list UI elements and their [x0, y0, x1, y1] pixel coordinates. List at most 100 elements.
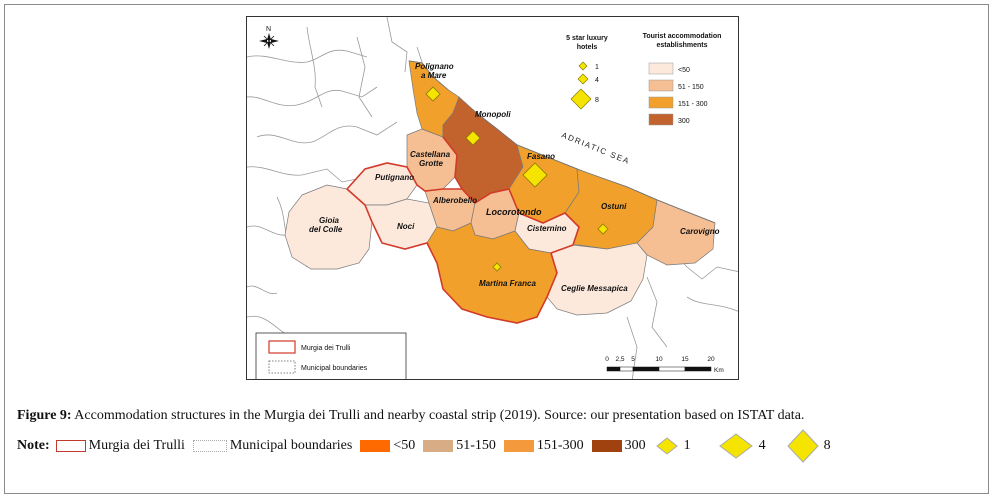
hotels-legend-marker-1: [578, 61, 588, 71]
hotels-legend-label-1: 1: [595, 64, 599, 71]
note-murgia-label: Murgia dei Trulli: [88, 438, 185, 453]
accommodation-legend-title: Tourist accommodation establishments: [643, 33, 722, 49]
note-diamond-label-4: 4: [758, 438, 766, 453]
figure-frame: [4, 4, 989, 494]
accommodation-swatch-151-300: [648, 96, 674, 109]
hotels-legend-marker-4: [577, 73, 589, 85]
scale-segment: [684, 366, 712, 372]
hotels-legend-title: 5 star luxury hotels: [566, 35, 608, 51]
place-label-monopoli: Monopoli: [475, 110, 511, 119]
hotels-legend-marker-8: [570, 88, 592, 110]
note-diamond-medium: [718, 433, 753, 459]
outline: [247, 225, 288, 236]
place-label-putignano: Putignano: [375, 173, 414, 182]
compass-n: [267, 33, 271, 40]
map-panel: Polignano a Mare Monopoli Castellana Grott…: [246, 16, 739, 380]
place-label-castellana: Castellana Grotte: [410, 150, 451, 168]
hotels-legend-label-4: 4: [595, 77, 599, 84]
outline: [256, 121, 398, 144]
scale-tick-label: 0: [605, 356, 609, 363]
scale-unit: Km: [714, 367, 724, 374]
hotel-marker-ostuni: [597, 223, 609, 235]
region-ostuni: [564, 168, 658, 250]
place-label-martina: Martina Franca: [479, 279, 536, 288]
note-municipal-swatch: [192, 440, 227, 452]
place-label-alberobello: Alberobello: [432, 196, 477, 205]
place-label-locorotondo: Locorotondo: [486, 207, 542, 217]
scale-segment: [658, 366, 686, 372]
hotel-marker-polignano: [425, 86, 441, 102]
legend-title-line: hotels: [577, 44, 598, 51]
scale-segment: [606, 366, 621, 372]
caption-label: Figure 9:: [17, 408, 72, 423]
place-label-cisternino: Cisternino: [527, 224, 567, 233]
sea-label: ADRIATIC SEA: [560, 131, 631, 167]
scale-segment: [619, 366, 634, 372]
legend-title-line: 5 star luxury: [566, 35, 608, 42]
place-label-gioia: Gioia del Colle: [309, 216, 343, 234]
boundary-legend-municipal-swatch: [268, 360, 296, 374]
place-label-line: Castellana: [410, 150, 451, 159]
figure-caption: Figure 9: Accommodation structures in th…: [17, 408, 804, 424]
hotel-marker-monopoli: [465, 130, 481, 146]
boundary-legend: Murgia dei Trulli Municipal boundaries: [255, 332, 407, 379]
north-label: N: [266, 26, 271, 33]
note-label-lt50: <50: [393, 438, 416, 453]
hotels-legend: 5 star luxury hotels 1 4 8: [566, 35, 608, 110]
compass-diag: [263, 35, 275, 47]
outline: [247, 285, 278, 295]
accommodation-swatch-lt50: [648, 62, 674, 75]
outline: [247, 49, 368, 63]
scale-tick-label: 10: [655, 356, 663, 363]
place-label-ostuni: Ostuni: [601, 202, 627, 211]
place-label-polignano: Polignano a Mare: [415, 62, 454, 80]
accommodation-legend: Tourist accommodation establishments <50 …: [643, 33, 722, 126]
outline: [356, 36, 373, 118]
boundary-legend-murgia-label: Murgia dei Trulli: [301, 345, 351, 352]
hotel-marker-fasano: [522, 162, 548, 188]
note-municipal-label: Municipal boundaries: [229, 438, 353, 453]
place-label-carovigno: Carovigno: [680, 227, 720, 236]
scale-tick-label: 15: [681, 356, 689, 363]
caption-text: Accommodation structures in the Murgia d…: [71, 408, 805, 423]
hotel-marker-martina: [492, 262, 502, 272]
accommodation-label-51-150: 51 - 150: [678, 84, 704, 91]
compass-e: [271, 39, 279, 43]
place-label-fasano: Fasano: [527, 152, 555, 161]
outline: [686, 296, 738, 312]
note-label-151-300: 151-300: [536, 438, 584, 453]
place-label-line: del Colle: [309, 225, 343, 234]
place-label-ceglie: Ceglie Messapica: [561, 284, 628, 293]
outline: [386, 17, 408, 73]
note-swatch-51-150: [423, 440, 454, 452]
note-swatch-lt50: [360, 440, 391, 452]
region-ceglie-messapica: [546, 242, 648, 316]
accommodation-label-151-300: 151 - 300: [678, 101, 708, 108]
region-carovigno: [636, 199, 716, 266]
scale-tick-label: 5: [631, 356, 635, 363]
note-diamond-label-1: 1: [683, 438, 691, 453]
hotels-legend-label-8: 8: [595, 97, 599, 104]
note-diamond-label-8: 8: [823, 438, 831, 453]
scale-segment: [632, 366, 660, 372]
outline: [247, 166, 368, 183]
north-arrow: N: [259, 26, 279, 49]
place-label-noci: Noci: [397, 222, 415, 231]
accommodation-label-300: 300: [678, 118, 690, 125]
boundary-legend-murgia-swatch: [268, 340, 296, 354]
map-svg: Polignano a Mare Monopoli Castellana Grott…: [247, 17, 738, 379]
accommodation-swatch-300: [648, 113, 674, 126]
note-murgia-swatch: [55, 440, 86, 452]
note-legend: Note: Murgia dei Trulli Municipal bounda…: [17, 428, 839, 464]
scale-tick-label: 20: [707, 356, 715, 363]
note-swatch-151-300: [503, 440, 534, 452]
outline: [247, 86, 378, 107]
accommodation-label-lt50: <50: [678, 67, 690, 74]
murgia-inner-border: [442, 136, 463, 190]
legend-title-line: establishments: [657, 42, 708, 49]
murgia-dei-trulli-border: [345, 162, 580, 324]
boundary-legend-municipal-label: Municipal boundaries: [301, 365, 368, 372]
scale-bar: 0 2,5 5 10 15 20 Km: [605, 356, 724, 374]
place-label-line: Polignano: [415, 62, 454, 71]
compass-s: [267, 42, 271, 49]
